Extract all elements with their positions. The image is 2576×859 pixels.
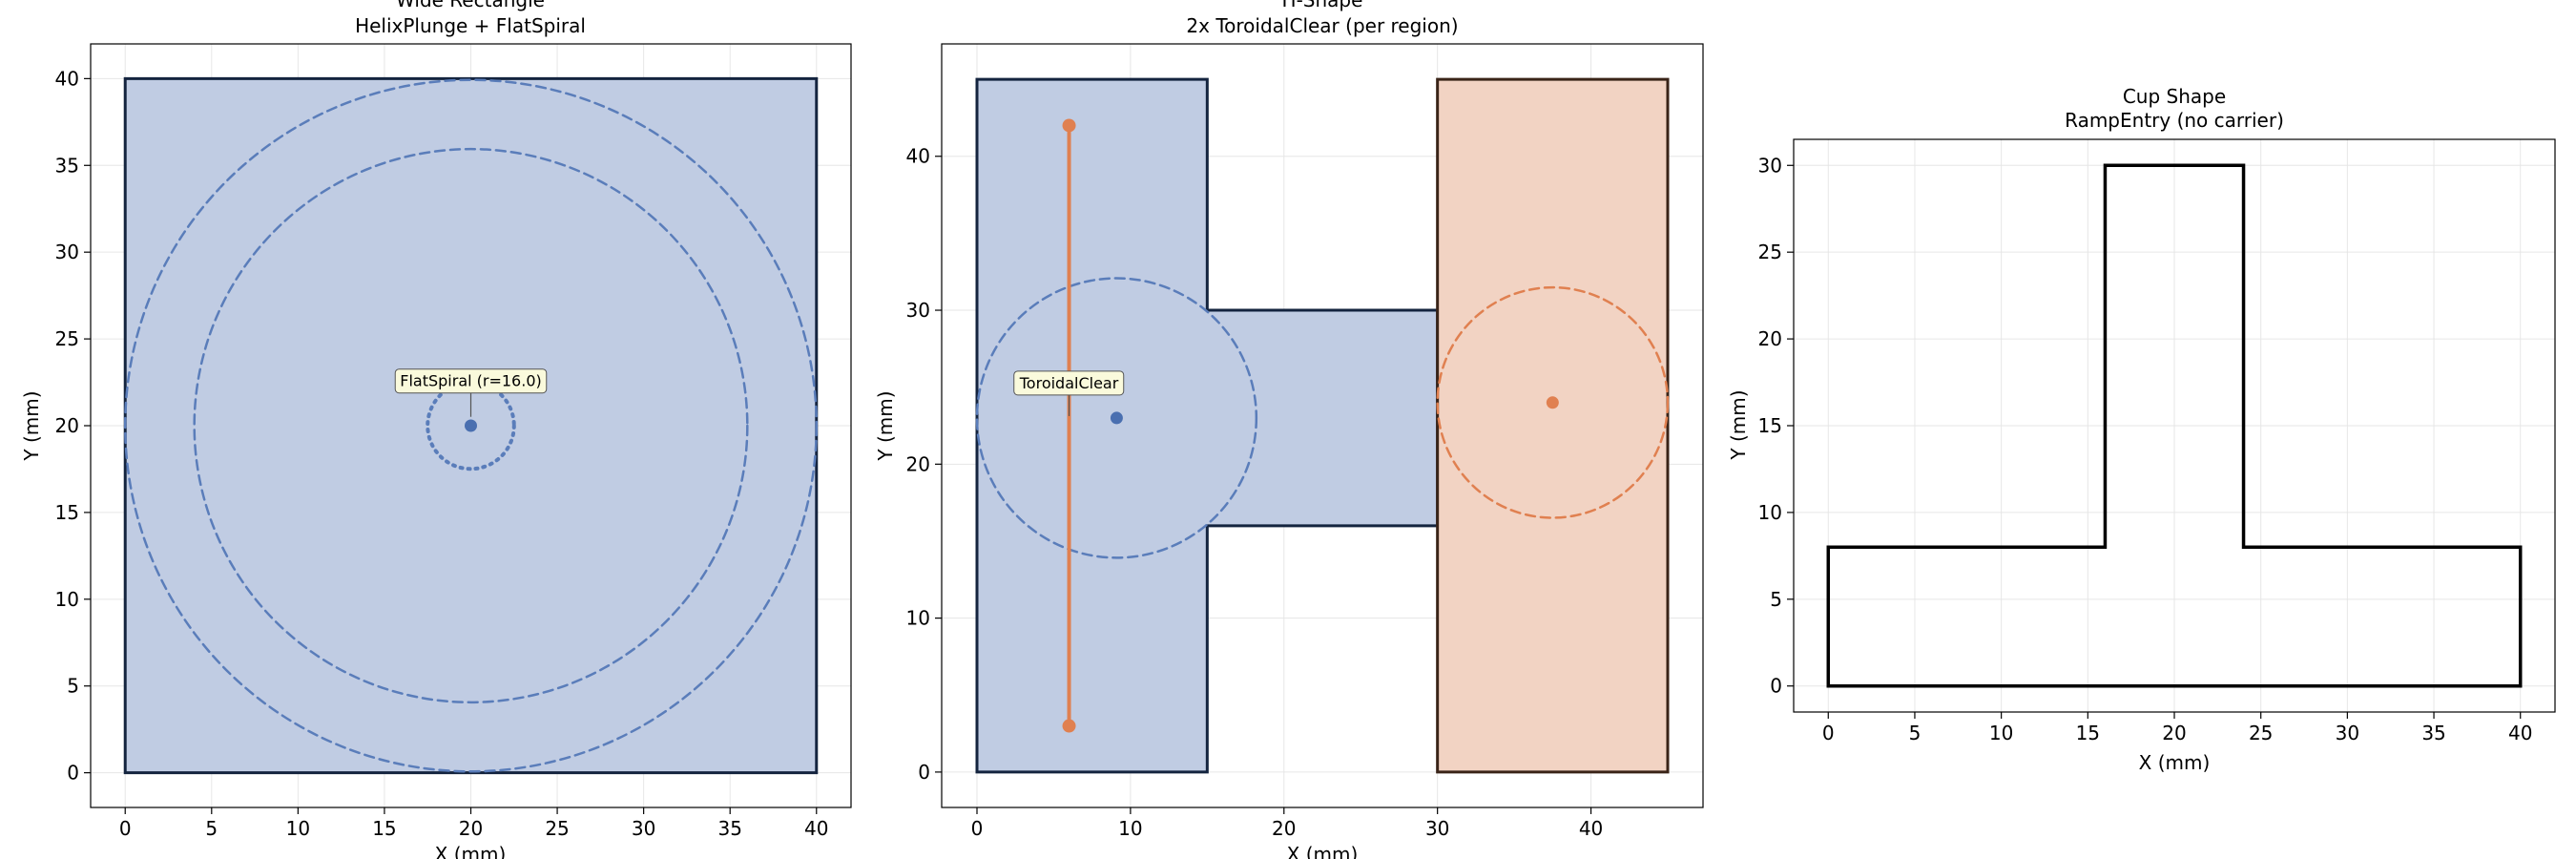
x-tick-label: 10 <box>1118 817 1142 840</box>
x-tick-label: 40 <box>1579 817 1603 840</box>
y-tick-label: 10 <box>55 588 79 611</box>
cup-shape-chart: Cup Shape RampEntry (no carrier) X (mm) … <box>1727 85 2556 774</box>
x-tick-label: 0 <box>1822 722 1835 744</box>
toolpath-circle <box>1436 285 1670 519</box>
y-tick-label: 40 <box>906 145 930 168</box>
annotation-label: FlatSpiral (r=16.0) <box>400 372 542 390</box>
y-axis-label: Y (mm) <box>874 390 897 461</box>
y-axis-label: Y (mm) <box>20 390 43 461</box>
y-tick-label: 30 <box>906 299 930 322</box>
y-tick-label: 25 <box>55 327 79 350</box>
x-tick-label: 25 <box>545 817 569 840</box>
x-tick-label: 35 <box>717 817 741 840</box>
grid <box>1794 139 2555 712</box>
y-tick-label: 20 <box>55 414 79 437</box>
wide-rectangle-chart: Wide Rectangle HelixPlunge + FlatSpiral … <box>20 0 852 859</box>
y-tick-label: 40 <box>55 67 79 90</box>
y-tick-label: 10 <box>1758 501 1782 524</box>
chart-title-line1: H-Shape <box>1282 0 1363 11</box>
y-tick-label: 30 <box>1758 154 1782 177</box>
x-tick-label: 20 <box>459 817 483 840</box>
chart-title-line2: RampEntry (no carrier) <box>2065 109 2284 132</box>
x-tick-label: 35 <box>2421 722 2445 744</box>
x-tick-label: 15 <box>372 817 396 840</box>
center-point <box>465 419 477 432</box>
x-tick-label: 25 <box>2249 722 2273 744</box>
y-tick-label: 15 <box>55 501 79 524</box>
x-tick-label: 5 <box>1909 722 1922 744</box>
y-tick-label: 5 <box>1770 588 1782 611</box>
x-tick-label: 30 <box>632 817 655 840</box>
x-tick-label: 30 <box>2336 722 2359 744</box>
toolpath-circle <box>193 147 749 704</box>
y-tick-label: 5 <box>67 675 79 698</box>
helix-plunge-circle <box>426 380 516 471</box>
chart-title-line2: HelixPlunge + FlatSpiral <box>355 14 586 37</box>
center-point <box>1110 411 1123 425</box>
x-tick-label: 10 <box>286 817 310 840</box>
x-axis-label: X (mm) <box>1287 843 1359 859</box>
chart-title-line2: 2x ToroidalClear (per region) <box>1186 14 1458 37</box>
toolpath-circle <box>975 277 1258 559</box>
y-tick-label: 0 <box>1770 675 1782 698</box>
x-tick-label: 40 <box>804 817 828 840</box>
x-tick-label: 15 <box>2076 722 2100 744</box>
y-tick-label: 15 <box>1758 414 1782 437</box>
x-tick-label: 40 <box>2508 722 2532 744</box>
y-tick-label: 20 <box>1758 327 1782 350</box>
center-point <box>1546 396 1559 409</box>
x-tick-label: 0 <box>971 817 984 840</box>
y-tick-label: 0 <box>918 761 930 784</box>
cup-shape-outline <box>1826 163 2523 688</box>
y-tick-label: 0 <box>67 762 79 785</box>
chart-title-line1: Cup Shape <box>2123 85 2226 108</box>
x-tick-label: 0 <box>119 817 132 840</box>
machining-region-2 <box>1436 77 1670 774</box>
y-tick-label: 35 <box>55 154 79 177</box>
h-shape-chart: H-Shape 2x ToroidalClear (per region) X … <box>874 0 1704 859</box>
x-axis-label: X (mm) <box>2139 751 2211 774</box>
annotation-label: ToroidalClear <box>1019 374 1119 392</box>
x-axis-label: X (mm) <box>435 843 507 859</box>
x-tick-label: 20 <box>1272 817 1296 840</box>
y-tick-label: 10 <box>906 607 930 630</box>
segment-start-point <box>1062 719 1076 733</box>
x-tick-label: 5 <box>205 817 218 840</box>
x-tick-label: 20 <box>2162 722 2186 744</box>
x-tick-label: 10 <box>1989 722 2013 744</box>
y-tick-label: 30 <box>55 241 79 263</box>
segment-end-point <box>1062 118 1076 133</box>
toolpath-circle <box>123 78 819 773</box>
plot-frame <box>941 43 1704 808</box>
y-tick-label: 20 <box>906 452 930 475</box>
y-tick-label: 25 <box>1758 241 1782 263</box>
y-axis-label: Y (mm) <box>1727 389 1750 460</box>
x-tick-label: 30 <box>1425 817 1449 840</box>
machining-region-1 <box>975 77 1440 774</box>
chart-title-line1: Wide Rectangle <box>396 0 545 11</box>
